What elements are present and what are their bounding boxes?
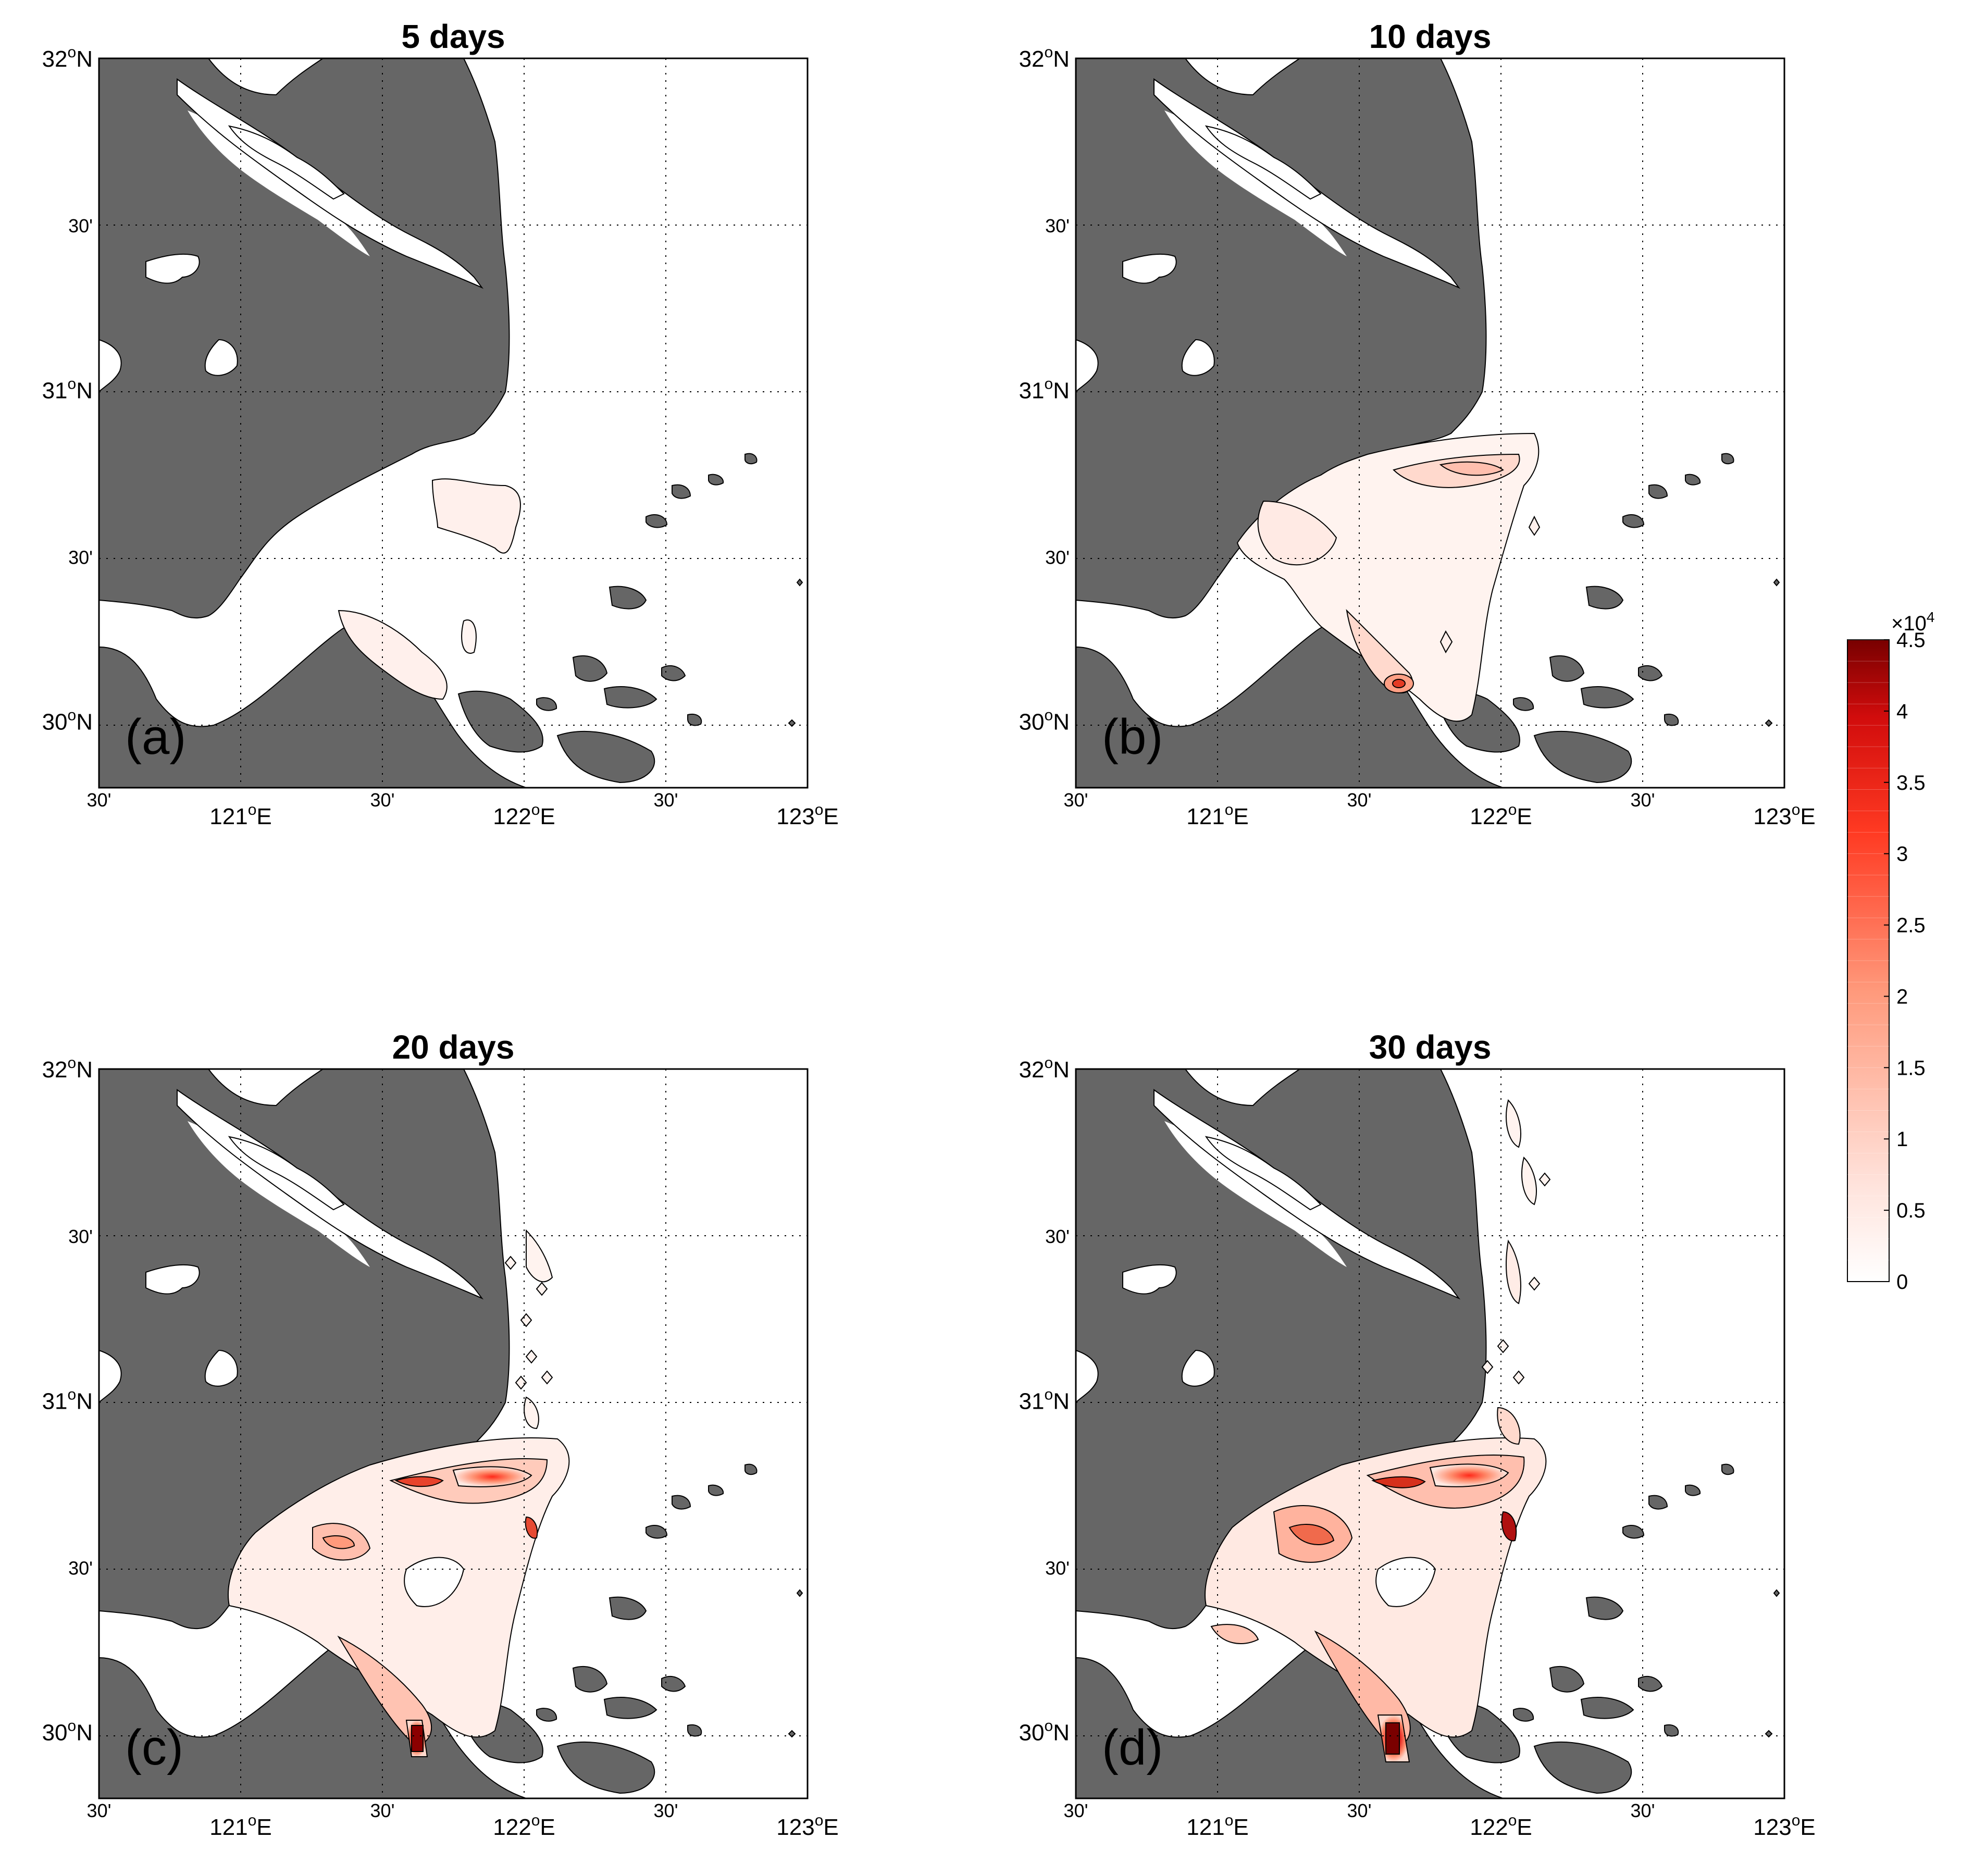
lon-tick-label: 30' bbox=[654, 1800, 678, 1821]
lon-tick-label: 122oE bbox=[1470, 1812, 1532, 1840]
lat-tick-label: 30oN bbox=[1019, 1718, 1070, 1746]
lat-tick-label: 30' bbox=[1045, 1226, 1070, 1247]
contour-overlay-b bbox=[1236, 432, 1541, 722]
colorbar-tick-label: 0 bbox=[1896, 1271, 1908, 1294]
lat-tick-label: 31oN bbox=[1019, 375, 1070, 403]
lon-tick-label: 121oE bbox=[1186, 801, 1248, 829]
colorbar: 0 0.5 1 1.5 2 2.5 3 3.5 4 4.5 ×104 bbox=[1847, 609, 1934, 1294]
lat-tick-label: 32oN bbox=[42, 1054, 93, 1083]
lon-tick-label: 121oE bbox=[209, 1812, 271, 1840]
colorbar-tick-label: 2.5 bbox=[1896, 914, 1926, 937]
lat-ticks-b: 32oN 30' 31oN 30' 30oN bbox=[1019, 44, 1070, 735]
lat-tick-label: 30' bbox=[1045, 1558, 1070, 1579]
lat-tick-label: 31oN bbox=[1019, 1386, 1070, 1414]
lon-tick-label: 121oE bbox=[209, 801, 271, 829]
lat-ticks-a: 32oN 30' 31oN 30' 30oN bbox=[42, 44, 93, 735]
colorbar-exponent: ×104 bbox=[1891, 609, 1934, 635]
lat-ticks-d: 32oN 30' 31oN 30' 30oN bbox=[1019, 1054, 1070, 1746]
lon-tick-label: 123oE bbox=[1753, 801, 1815, 829]
lon-tick-label: 30' bbox=[1064, 1800, 1088, 1821]
lat-tick-label: 32oN bbox=[42, 44, 93, 72]
panel-title-d: 30 days bbox=[1369, 1028, 1492, 1066]
lat-ticks-c: 32oN 30' 31oN 30' 30oN bbox=[42, 1054, 93, 1746]
lon-tick-label: 30' bbox=[654, 789, 678, 811]
lat-tick-label: 32oN bbox=[1019, 44, 1070, 72]
colorbar-bands bbox=[1847, 639, 1889, 1261]
colorbar-tick-label: 0.5 bbox=[1896, 1199, 1926, 1222]
colorbar-ticks: 0 0.5 1 1.5 2 2.5 3 3.5 4 4.5 bbox=[1884, 629, 1926, 1294]
lat-tick-label: 30oN bbox=[42, 707, 93, 735]
lat-tick-label: 30' bbox=[68, 1226, 93, 1247]
lon-ticks-a: 30' 121oE 30' 122oE 30' 123oE bbox=[87, 789, 839, 829]
lat-tick-label: 32oN bbox=[1019, 1054, 1070, 1083]
colorbar-tick-label: 3.5 bbox=[1896, 772, 1926, 794]
lon-tick-label: 123oE bbox=[776, 801, 838, 829]
colorbar-gradient bbox=[1847, 639, 1890, 1282]
lat-tick-label: 31oN bbox=[42, 1386, 93, 1414]
lon-tick-label: 123oE bbox=[776, 1812, 838, 1840]
panel-label-c: (c) bbox=[125, 1720, 183, 1775]
lon-tick-label: 30' bbox=[1631, 789, 1655, 811]
panel-label-a: (a) bbox=[125, 709, 186, 765]
lon-tick-label: 30' bbox=[370, 789, 395, 811]
colorbar-tick-label: 1.5 bbox=[1896, 1057, 1926, 1079]
panel-label-d: (d) bbox=[1102, 1720, 1163, 1775]
panel-title-b: 10 days bbox=[1369, 18, 1492, 55]
lat-tick-label: 30oN bbox=[1019, 707, 1070, 735]
colorbar-tick-label: 3 bbox=[1896, 843, 1908, 866]
lon-ticks-d: 30' 121oE 30' 122oE 30' 123oE bbox=[1064, 1800, 1816, 1840]
lat-tick-label: 30' bbox=[1045, 215, 1070, 237]
lon-ticks-c: 30' 121oE 30' 122oE 30' 123oE bbox=[87, 1800, 839, 1840]
colorbar-tick-label: 4 bbox=[1896, 700, 1908, 723]
lat-tick-label: 30' bbox=[68, 1558, 93, 1579]
contour-overlay-c bbox=[228, 1229, 570, 1757]
lon-tick-label: 30' bbox=[370, 1800, 395, 1821]
lon-tick-label: 30' bbox=[87, 789, 111, 811]
lon-tick-label: 30' bbox=[1631, 1800, 1655, 1821]
lat-tick-label: 31oN bbox=[42, 375, 93, 403]
lon-tick-label: 30' bbox=[1347, 1800, 1372, 1821]
lon-tick-label: 30' bbox=[1347, 789, 1372, 811]
lon-ticks-b: 30' 121oE 30' 122oE 30' 123oE bbox=[1064, 789, 1816, 829]
lon-tick-label: 122oE bbox=[493, 801, 555, 829]
lon-tick-label: 121oE bbox=[1186, 1812, 1248, 1840]
lat-tick-label: 30oN bbox=[42, 1718, 93, 1746]
colorbar-tick-label: 2 bbox=[1896, 985, 1908, 1008]
lat-tick-label: 30' bbox=[68, 215, 93, 237]
lon-tick-label: 122oE bbox=[493, 1812, 555, 1840]
panel-label-b: (b) bbox=[1102, 709, 1163, 765]
panel-title-c: 20 days bbox=[392, 1028, 515, 1066]
colorbar-tick-label: 4.5 bbox=[1896, 629, 1926, 652]
contour-overlay-a bbox=[338, 478, 521, 700]
colorbar-tick-label: 1 bbox=[1896, 1128, 1908, 1151]
lat-tick-label: 30' bbox=[68, 547, 93, 568]
lat-tick-label: 30' bbox=[1045, 547, 1070, 568]
lon-tick-label: 30' bbox=[1064, 789, 1088, 811]
lon-tick-label: 30' bbox=[87, 1800, 111, 1821]
lon-tick-label: 123oE bbox=[1753, 1812, 1815, 1840]
contour-overlay-d bbox=[1205, 1099, 1551, 1762]
lon-tick-label: 122oE bbox=[1470, 801, 1532, 829]
panel-title-a: 5 days bbox=[401, 18, 505, 55]
